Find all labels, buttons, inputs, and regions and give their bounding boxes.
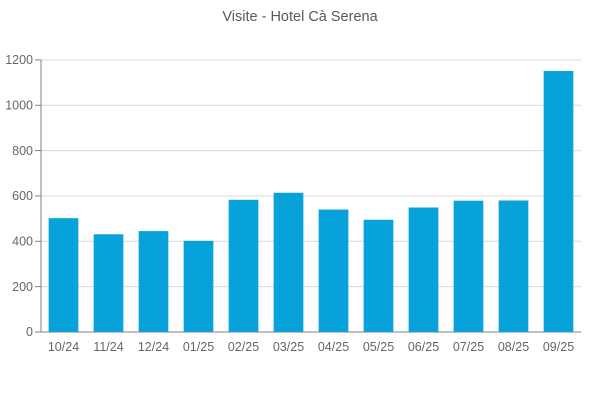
svg-text:11/24: 11/24 bbox=[93, 340, 123, 354]
svg-text:1000: 1000 bbox=[5, 98, 33, 112]
svg-text:05/25: 05/25 bbox=[363, 340, 394, 354]
svg-text:0: 0 bbox=[26, 325, 33, 339]
svg-text:10/24: 10/24 bbox=[48, 340, 79, 354]
svg-text:06/25: 06/25 bbox=[408, 340, 439, 354]
svg-text:04/25: 04/25 bbox=[318, 340, 349, 354]
svg-text:400: 400 bbox=[12, 235, 33, 249]
svg-text:800: 800 bbox=[12, 144, 33, 158]
svg-text:09/25: 09/25 bbox=[543, 340, 574, 354]
svg-text:07/25: 07/25 bbox=[453, 340, 484, 354]
svg-text:600: 600 bbox=[12, 189, 33, 203]
svg-text:08/25: 08/25 bbox=[498, 340, 529, 354]
svg-text:03/25: 03/25 bbox=[273, 340, 304, 354]
svg-text:12/24: 12/24 bbox=[138, 340, 169, 354]
svg-text:1200: 1200 bbox=[5, 53, 33, 67]
svg-text:200: 200 bbox=[12, 280, 33, 294]
svg-text:01/25: 01/25 bbox=[183, 340, 214, 354]
svg-text:02/25: 02/25 bbox=[228, 340, 259, 354]
